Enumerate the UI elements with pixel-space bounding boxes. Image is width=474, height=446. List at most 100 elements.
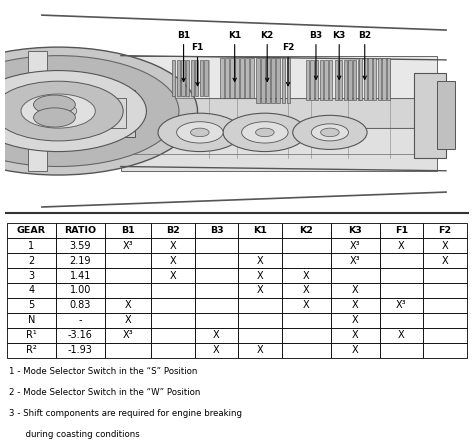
Text: B1: B1 — [121, 226, 135, 235]
Bar — [353, 60, 356, 100]
Circle shape — [255, 128, 274, 136]
Text: -: - — [79, 315, 82, 325]
Text: 2: 2 — [28, 256, 35, 265]
Bar — [105, 238, 151, 253]
Bar — [423, 238, 467, 253]
Bar — [310, 60, 314, 100]
Bar — [28, 51, 46, 171]
Text: X: X — [442, 241, 448, 251]
Text: X: X — [303, 271, 310, 281]
Bar — [200, 60, 203, 96]
Text: X: X — [257, 256, 264, 265]
Bar — [238, 223, 282, 238]
Bar — [105, 268, 151, 283]
Bar — [256, 58, 260, 103]
Bar — [105, 328, 151, 343]
Text: K3: K3 — [333, 31, 346, 40]
Bar — [437, 81, 456, 149]
Text: X: X — [125, 300, 131, 310]
Bar — [240, 58, 244, 98]
Bar — [380, 253, 423, 268]
Bar — [282, 328, 331, 343]
Circle shape — [34, 108, 75, 127]
Bar — [151, 253, 195, 268]
Bar — [195, 298, 238, 313]
Bar — [331, 238, 380, 253]
Text: K1: K1 — [253, 226, 267, 235]
Text: X: X — [352, 330, 358, 340]
Bar — [230, 58, 234, 98]
Text: RATIO: RATIO — [64, 226, 96, 235]
Bar — [7, 328, 56, 343]
Bar — [121, 98, 446, 128]
Circle shape — [311, 124, 348, 141]
Bar — [181, 60, 184, 96]
Text: 5: 5 — [28, 300, 35, 310]
Bar — [378, 58, 381, 100]
Bar — [56, 283, 105, 298]
Bar — [423, 298, 467, 313]
Bar — [387, 58, 390, 100]
Text: -3.16: -3.16 — [68, 330, 93, 340]
Circle shape — [34, 95, 75, 114]
Text: 1.00: 1.00 — [70, 285, 91, 295]
Text: K2: K2 — [261, 31, 274, 40]
Circle shape — [158, 113, 242, 152]
Bar — [7, 283, 56, 298]
Bar — [380, 268, 423, 283]
Bar — [151, 223, 195, 238]
Bar — [7, 268, 56, 283]
Bar — [282, 253, 331, 268]
Bar — [331, 343, 380, 358]
Text: X: X — [170, 271, 176, 281]
Text: 0.83: 0.83 — [70, 300, 91, 310]
Text: R²: R² — [26, 345, 37, 355]
Bar — [413, 73, 446, 158]
Bar — [331, 223, 380, 238]
Text: X: X — [257, 285, 264, 295]
Bar — [238, 253, 282, 268]
Bar — [172, 60, 175, 96]
Bar — [324, 60, 328, 100]
Bar — [287, 58, 291, 103]
Bar — [282, 283, 331, 298]
Bar — [238, 343, 282, 358]
Text: 4: 4 — [28, 285, 35, 295]
Circle shape — [40, 103, 77, 120]
Bar — [266, 58, 270, 103]
Bar — [331, 328, 380, 343]
Text: X: X — [170, 241, 176, 251]
Polygon shape — [18, 13, 456, 207]
Bar — [220, 58, 224, 98]
Bar — [56, 238, 105, 253]
Bar — [195, 223, 238, 238]
Bar — [238, 238, 282, 253]
Text: F2: F2 — [438, 226, 452, 235]
Bar — [339, 60, 342, 100]
Bar — [238, 328, 282, 343]
Bar — [282, 223, 331, 238]
Text: X: X — [352, 285, 358, 295]
Text: K3: K3 — [348, 226, 362, 235]
Bar — [331, 283, 380, 298]
Bar — [186, 60, 189, 96]
Bar — [335, 60, 338, 100]
Text: X: X — [398, 241, 405, 251]
Bar — [380, 238, 423, 253]
Text: 3 - Shift components are required for engine breaking: 3 - Shift components are required for en… — [9, 409, 242, 418]
Bar — [56, 328, 105, 343]
Bar — [105, 343, 151, 358]
Bar — [282, 313, 331, 328]
Bar — [195, 343, 238, 358]
Text: GEAR: GEAR — [17, 226, 46, 235]
Text: N: N — [28, 315, 35, 325]
Bar — [380, 298, 423, 313]
Text: during coasting conditions: during coasting conditions — [9, 430, 140, 439]
Bar — [151, 313, 195, 328]
Bar — [272, 58, 275, 103]
Text: X: X — [352, 345, 358, 355]
Bar — [282, 343, 331, 358]
Bar — [56, 223, 105, 238]
Bar — [306, 60, 309, 100]
Text: X³: X³ — [122, 330, 133, 340]
